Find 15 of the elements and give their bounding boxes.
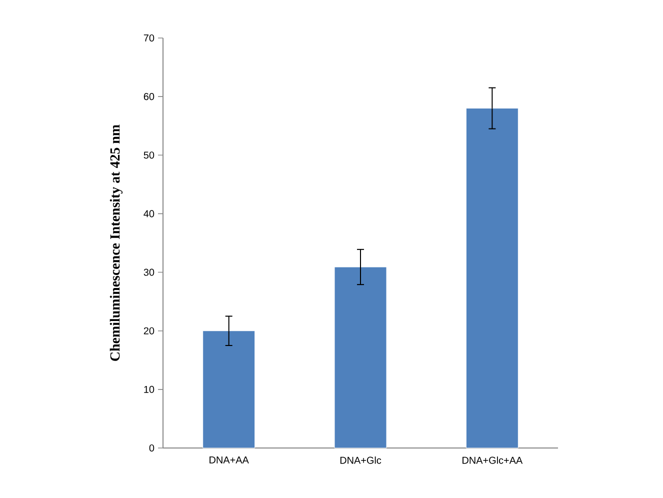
bar — [334, 266, 387, 448]
y-tick-label: 30 — [144, 268, 154, 276]
x-tick-label: DNA+Glc+AA — [462, 456, 523, 464]
y-tick-label: 60 — [144, 93, 154, 100]
y-tick-label: 10 — [144, 386, 154, 393]
y-tick-label: 40 — [144, 210, 154, 218]
bar — [466, 108, 518, 448]
x-tick-label: DNA+Glc — [340, 456, 382, 464]
y-tick-label: 20 — [144, 327, 154, 334]
x-tick-label: DNA+AA — [210, 456, 249, 464]
y-tick-label: 0 — [149, 444, 154, 452]
y-tick-label: 50 — [144, 152, 154, 159]
bar — [202, 330, 256, 448]
y-tick-label: 70 — [144, 34, 154, 42]
y-axis-title: Chemiluminescence Intensity at 425 nm — [110, 124, 123, 361]
